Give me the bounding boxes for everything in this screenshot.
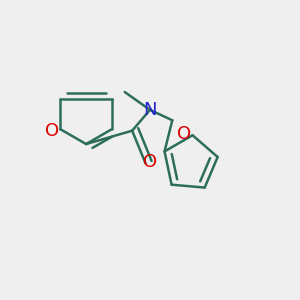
Text: O: O: [143, 153, 157, 171]
Text: O: O: [177, 125, 191, 143]
Text: O: O: [45, 122, 59, 140]
Text: N: N: [143, 101, 157, 119]
